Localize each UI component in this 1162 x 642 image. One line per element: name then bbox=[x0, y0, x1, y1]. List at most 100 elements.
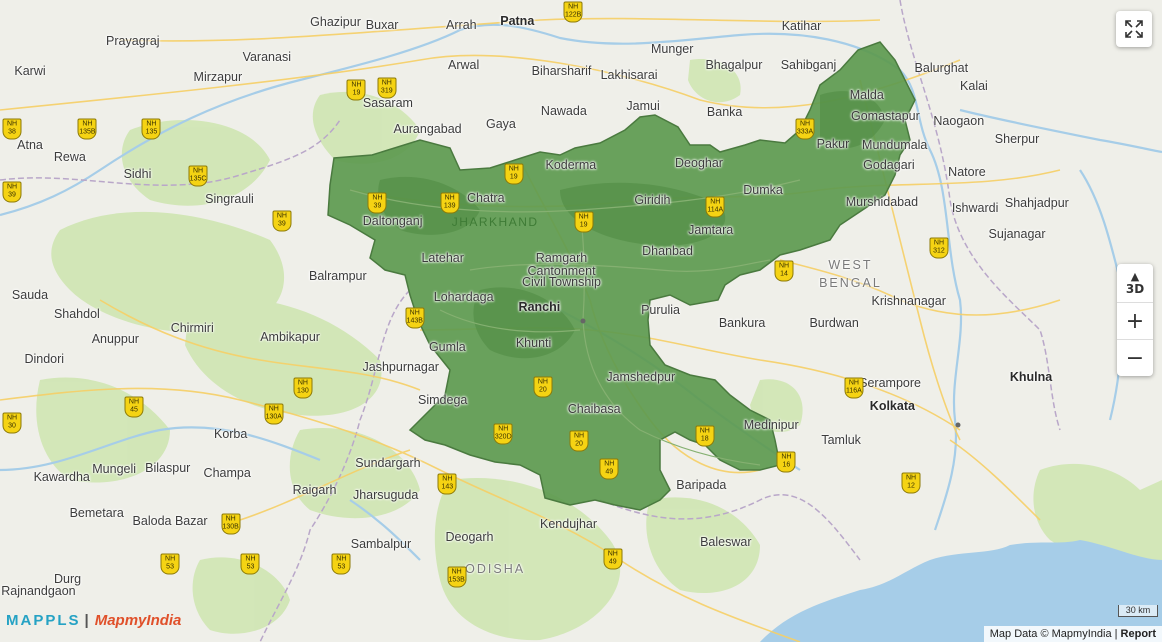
place-label[interactable]: Kalai bbox=[960, 79, 988, 94]
place-label[interactable]: Serampore bbox=[859, 376, 921, 391]
place-label[interactable]: Burdwan bbox=[809, 315, 859, 330]
place-label[interactable]: Sauda bbox=[11, 287, 49, 302]
place-label[interactable]: Mungeli bbox=[92, 462, 137, 477]
place-label[interactable]: Ambikapur bbox=[260, 329, 320, 344]
zoom-in-button[interactable]: + bbox=[1117, 302, 1153, 339]
place-label[interactable]: Gomastapur bbox=[851, 108, 920, 123]
place-label[interactable]: Khunti bbox=[515, 335, 552, 350]
place-label[interactable]: Patna bbox=[500, 13, 535, 28]
place-label[interactable]: Balurghat bbox=[914, 61, 969, 76]
place-label[interactable]: Ishwardi bbox=[951, 201, 999, 216]
place-label[interactable]: Arwal bbox=[448, 57, 480, 72]
place-label[interactable]: Dhanbad bbox=[642, 244, 693, 259]
place-label[interactable]: Baleswar bbox=[700, 534, 752, 549]
place-label[interactable]: Aurangabad bbox=[393, 121, 462, 136]
place-label[interactable]: Prayagraj bbox=[106, 34, 160, 49]
place-label[interactable]: Balrampur bbox=[309, 268, 367, 283]
place-label[interactable]: Bhagalpur bbox=[705, 57, 763, 72]
place-label[interactable]: Korba bbox=[213, 426, 248, 441]
place-label[interactable]: Raigarh bbox=[292, 483, 337, 498]
place-label[interactable]: Gumla bbox=[428, 339, 466, 354]
place-label[interactable]: Cantonment bbox=[527, 263, 596, 278]
place-label[interactable]: Mundumala bbox=[862, 138, 928, 153]
place-label[interactable]: Biharsharif bbox=[531, 63, 592, 78]
place-label[interactable]: Champa bbox=[203, 465, 251, 480]
place-label[interactable]: Chaibasa bbox=[567, 401, 621, 416]
place-label[interactable]: Jamui bbox=[626, 98, 660, 113]
place-label[interactable]: Giridih bbox=[634, 193, 671, 208]
place-label[interactable]: Varanasi bbox=[242, 49, 291, 64]
place-label[interactable]: Arrah bbox=[446, 17, 477, 32]
place-label[interactable]: Daltonganj bbox=[362, 213, 423, 228]
place-label[interactable]: Rewa bbox=[53, 150, 86, 164]
place-label[interactable]: Singrauli bbox=[205, 192, 254, 207]
place-label[interactable]: Chirmiri bbox=[170, 320, 214, 335]
place-label[interactable]: Banka bbox=[706, 105, 743, 120]
place-label[interactable]: Shahdol bbox=[53, 306, 100, 321]
place-label[interactable]: Jamtara bbox=[688, 222, 734, 237]
place-label[interactable]: Nawada bbox=[540, 103, 587, 118]
place-label[interactable]: Krishnanagar bbox=[871, 294, 946, 309]
place-label[interactable]: Lakhisarai bbox=[600, 67, 658, 82]
place-label[interactable]: Chatra bbox=[467, 190, 505, 205]
place-label[interactable]: Kolkata bbox=[869, 399, 915, 414]
place-label[interactable]: Sherpur bbox=[994, 132, 1040, 147]
place-label[interactable]: Sahibganj bbox=[780, 57, 837, 72]
place-label[interactable]: Purulia bbox=[641, 302, 681, 317]
place-label[interactable]: Atna bbox=[17, 138, 43, 153]
place-label[interactable]: Bilaspur bbox=[145, 460, 191, 475]
place-label[interactable]: Naogaon bbox=[933, 114, 985, 129]
place-label[interactable]: Baripada bbox=[676, 478, 727, 493]
place-label[interactable]: Tamluk bbox=[821, 433, 861, 448]
place-label[interactable]: Khulna bbox=[1009, 370, 1053, 385]
place-label[interactable]: Katihar bbox=[781, 18, 822, 33]
place-label[interactable]: Godagari bbox=[863, 157, 915, 172]
place-label[interactable]: Anuppur bbox=[91, 332, 139, 347]
place-label[interactable]: Jharsuguda bbox=[352, 488, 419, 503]
place-label[interactable]: Kawardha bbox=[33, 469, 90, 484]
place-label[interactable]: Pakur bbox=[816, 137, 850, 152]
place-label[interactable]: Murshidabad bbox=[845, 194, 919, 209]
place-label[interactable]: Ghazipur bbox=[310, 14, 361, 29]
place-label[interactable]: Jashpurnagar bbox=[362, 359, 439, 374]
place-label[interactable]: Durg bbox=[54, 572, 82, 587]
place-label[interactable]: Ranchi bbox=[518, 300, 561, 315]
place-label[interactable]: Sambalpur bbox=[350, 537, 412, 552]
place-label[interactable]: Latehar bbox=[421, 250, 464, 265]
place-label[interactable]: Shahjadpur bbox=[1004, 196, 1069, 211]
place-label[interactable]: Ramgarh bbox=[535, 250, 588, 265]
place-label[interactable]: Jamshedpur bbox=[606, 370, 676, 385]
place-label[interactable]: Deogarh bbox=[445, 529, 494, 544]
zoom-out-button[interactable]: − bbox=[1117, 339, 1153, 376]
report-link[interactable]: Report bbox=[1120, 628, 1156, 640]
place-label[interactable]: Rajnandgaon bbox=[1, 583, 76, 598]
place-label[interactable]: Lohardaga bbox=[433, 290, 494, 305]
fullscreen-button[interactable] bbox=[1116, 11, 1152, 47]
jharkhand-highlight[interactable] bbox=[327, 41, 916, 511]
place-label[interactable]: Civil Township bbox=[522, 275, 601, 290]
place-label[interactable]: Dumka bbox=[743, 183, 783, 198]
place-label[interactable]: Gaya bbox=[485, 116, 516, 131]
place-label[interactable]: Sujanagar bbox=[988, 226, 1046, 241]
place-label[interactable]: Mirzapur bbox=[193, 70, 243, 85]
place-label[interactable]: Sidhi bbox=[123, 166, 152, 181]
place-label[interactable]: Sundargarh bbox=[355, 455, 421, 470]
place-label[interactable]: Sasaram bbox=[362, 96, 413, 111]
3d-toggle-button[interactable]: ▲ 3D bbox=[1117, 264, 1153, 302]
place-label[interactable]: Koderma bbox=[545, 157, 597, 172]
place-label[interactable]: Simdega bbox=[418, 392, 468, 407]
place-label[interactable]: Natore bbox=[948, 165, 986, 180]
place-label[interactable]: Baloda Bazar bbox=[132, 513, 208, 528]
place-label[interactable]: Malda bbox=[849, 88, 884, 103]
place-label[interactable]: Bankura bbox=[718, 315, 766, 330]
place-label[interactable]: Deoghar bbox=[675, 156, 723, 171]
place-label[interactable]: Karwi bbox=[14, 63, 46, 78]
place-label[interactable]: Medinipur bbox=[743, 418, 799, 433]
place-label[interactable]: Buxar bbox=[365, 17, 399, 32]
place-label[interactable]: Kendujhar bbox=[540, 517, 598, 532]
mappls-logo[interactable]: MAPPLS | MapmyIndia bbox=[6, 612, 182, 629]
place-label[interactable]: Munger bbox=[651, 42, 694, 57]
place-label[interactable]: Dindori bbox=[24, 352, 65, 367]
place-label[interactable]: Bemetara bbox=[69, 506, 124, 521]
